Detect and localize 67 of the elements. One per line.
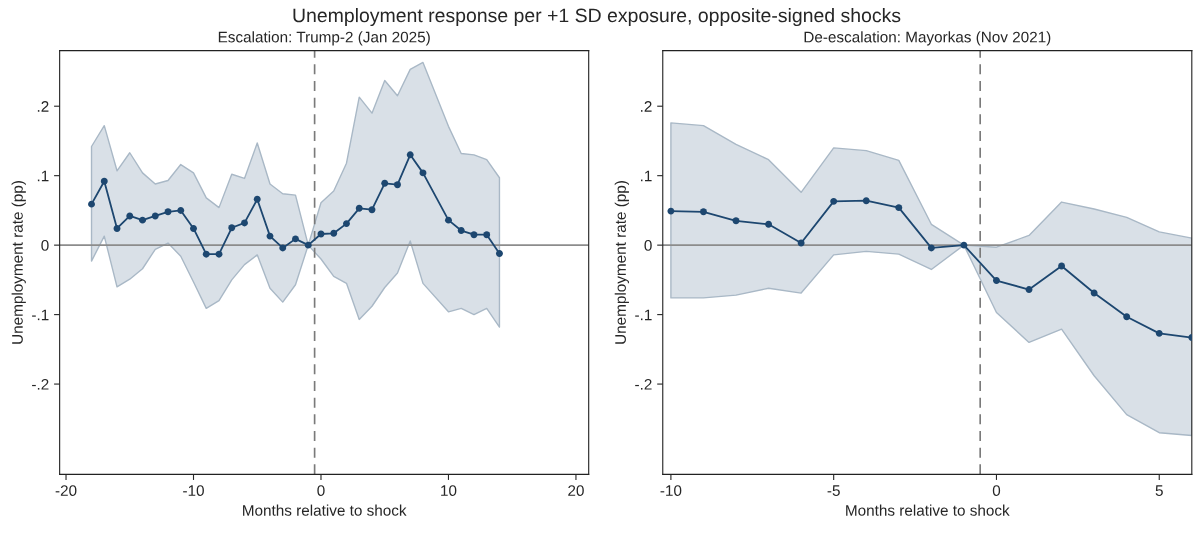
- point: [279, 244, 287, 252]
- point: [381, 179, 389, 187]
- point: [483, 231, 491, 239]
- x-axis-title: Months relative to shock: [243, 504, 407, 516]
- point: [495, 250, 503, 257]
- y-tick-label: -.2: [32, 378, 49, 390]
- y-tick-label: 0: [41, 240, 49, 251]
- point: [164, 208, 172, 216]
- point: [177, 206, 185, 214]
- point: [368, 206, 376, 214]
- point: [330, 229, 338, 237]
- point: [862, 197, 870, 205]
- point: [765, 220, 773, 228]
- y-tick-label: -.2: [635, 378, 652, 390]
- point: [100, 177, 108, 185]
- point: [394, 181, 401, 189]
- y-tick-label: .2: [37, 101, 49, 112]
- point: [151, 212, 159, 220]
- y-tick-label: -.1: [32, 309, 49, 321]
- y-axis-title: Unemployment rate (pp): [614, 181, 629, 344]
- y-tick-label: .1: [641, 170, 652, 182]
- point: [88, 200, 95, 208]
- point: [406, 151, 414, 159]
- point: [215, 250, 223, 258]
- y-axis-title: Unemployment rate (pp): [11, 181, 26, 344]
- x-tick-label: 0: [317, 485, 325, 497]
- point: [1123, 313, 1131, 321]
- x-tick-label: -20: [55, 485, 77, 497]
- point: [699, 208, 707, 216]
- x-tick-label: 5: [1155, 485, 1163, 497]
- point: [355, 204, 363, 212]
- point: [202, 250, 210, 258]
- point: [241, 219, 248, 227]
- point: [1058, 262, 1066, 270]
- point: [895, 204, 903, 212]
- point: [190, 224, 197, 232]
- x-tick-label: 0: [992, 485, 1001, 497]
- point: [139, 216, 146, 224]
- point: [253, 195, 261, 203]
- y-tick-label: 0: [644, 240, 652, 251]
- x-tick-label: -10: [183, 485, 204, 497]
- point: [992, 277, 1000, 285]
- x-tick-label: -10: [660, 485, 682, 497]
- x-tick-label: 20: [568, 485, 584, 497]
- x-axis-title: Months relative to shock: [846, 504, 1010, 516]
- text: Unemployment response per +1 SD exposure, opposite-signed shocks: [293, 7, 901, 27]
- point: [1025, 286, 1033, 294]
- x-tick-label: -5: [827, 485, 840, 497]
- chart-title: De-escalation: Mayorkas (Nov 2021): [804, 31, 1051, 46]
- y-tick-label: .1: [37, 170, 49, 182]
- point: [444, 216, 452, 224]
- y-tick-label: .2: [641, 101, 652, 112]
- point: [1155, 329, 1163, 337]
- point: [113, 224, 121, 232]
- point: [927, 244, 935, 252]
- point: [126, 212, 134, 220]
- x-tick-label: 10: [441, 485, 457, 497]
- point: [228, 224, 236, 232]
- point: [343, 220, 350, 228]
- point: [292, 235, 299, 243]
- point: [457, 227, 465, 235]
- chart-title: Escalation: Trump-2 (Jan 2025): [218, 31, 430, 46]
- point: [470, 231, 478, 239]
- y-tick-label: -.1: [635, 309, 652, 321]
- point: [830, 197, 838, 205]
- point: [304, 241, 312, 249]
- point: [732, 217, 740, 225]
